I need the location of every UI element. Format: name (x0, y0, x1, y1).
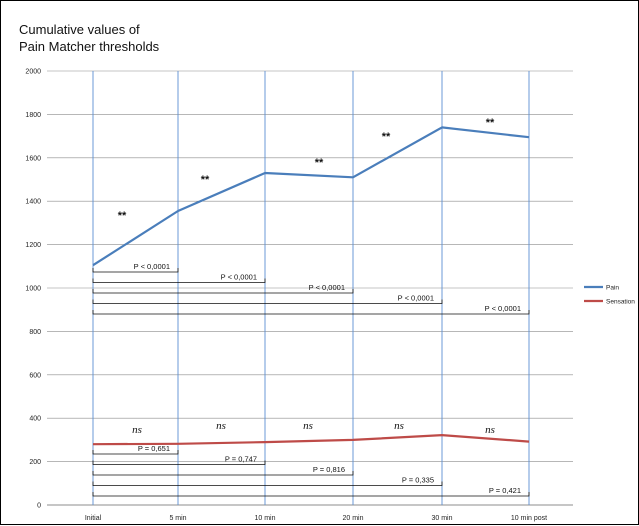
legend: Pain Sensation (584, 285, 635, 306)
p-value-label: P = 0,421 (489, 486, 521, 495)
p-value-label: P < 0,0001 (309, 283, 345, 292)
y-tick-label: 1400 (25, 199, 41, 206)
comparison-bracket (92, 299, 443, 304)
comparison-bracket (92, 460, 266, 465)
not-significant-marker: ns (303, 420, 313, 432)
x-tick-label: Initial (85, 515, 102, 522)
significance-marker: ** (382, 131, 391, 143)
gridlines (47, 70, 573, 506)
significance-marker: ** (201, 174, 210, 186)
not-significant-marker: ns (132, 424, 142, 436)
comparison-bracket (92, 471, 354, 476)
y-tick-label: 200 (29, 459, 41, 466)
y-axis-ticks: 0 200 400 600 800 1000 1200 1400 1600 1800 2000 (25, 69, 41, 510)
comparison-bracket (92, 492, 530, 497)
comparison-bracket (92, 481, 443, 486)
p-value-label: P = 0,335 (402, 476, 434, 485)
legend-label: Pain (606, 285, 619, 292)
p-value-label: P < 0,0001 (398, 294, 434, 303)
not-significant-marker: ns (216, 420, 226, 432)
series-line-pain (92, 126, 530, 267)
significance-marker: ** (315, 157, 324, 169)
significance-marker: ** (486, 117, 495, 129)
x-axis-ticks: Initial 5 min 10 min 20 min 30 min 10 min pos… (85, 515, 547, 522)
y-tick-label: 1000 (25, 286, 41, 293)
comparison-bracket (92, 278, 266, 283)
comparison-brackets: P < 0,0001 P < 0,0001 P < 0,0001 P < 0,0001… (92, 262, 530, 497)
y-tick-label: 1600 (25, 155, 41, 162)
y-tick-label: 400 (29, 416, 41, 423)
x-tick-label: 10 min post (511, 515, 547, 522)
comparison-bracket (92, 310, 530, 315)
p-value-label: P < 0,0001 (485, 304, 521, 313)
chart-title-line-1: Cumulative values of (19, 22, 140, 37)
x-tick-label: 30 min (431, 515, 452, 522)
comparison-bracket (92, 450, 179, 455)
y-tick-label: 1800 (25, 112, 41, 119)
legend-label: Sensation (606, 299, 635, 306)
p-value-label: P = 0,816 (313, 465, 345, 474)
y-tick-label: 1200 (25, 242, 41, 249)
comparison-bracket (92, 289, 354, 294)
p-value-label: P < 0,0001 (134, 262, 170, 271)
chart-title-line-2: Pain Matcher thresholds (19, 39, 160, 54)
y-tick-label: 0 (37, 503, 41, 510)
not-significant-marker: ns (485, 424, 495, 436)
significance-annotations: ** ** ** ** ** ns ns ns ns ns (118, 117, 495, 436)
y-tick-label: 600 (29, 372, 41, 379)
series-line-sensation (92, 434, 530, 446)
series-lines (92, 126, 530, 446)
significance-marker: ** (118, 210, 127, 222)
comparison-bracket (92, 268, 179, 273)
y-tick-label: 2000 (25, 69, 41, 76)
p-value-label: P = 0,651 (138, 444, 170, 453)
p-value-label: P = 0,747 (225, 455, 257, 464)
x-tick-label: 5 min (169, 515, 186, 522)
p-value-label: P < 0,0001 (221, 273, 257, 282)
x-tick-label: 10 min (254, 515, 275, 522)
not-significant-marker: ns (394, 420, 404, 432)
y-tick-label: 800 (29, 329, 41, 336)
x-tick-label: 20 min (342, 515, 363, 522)
